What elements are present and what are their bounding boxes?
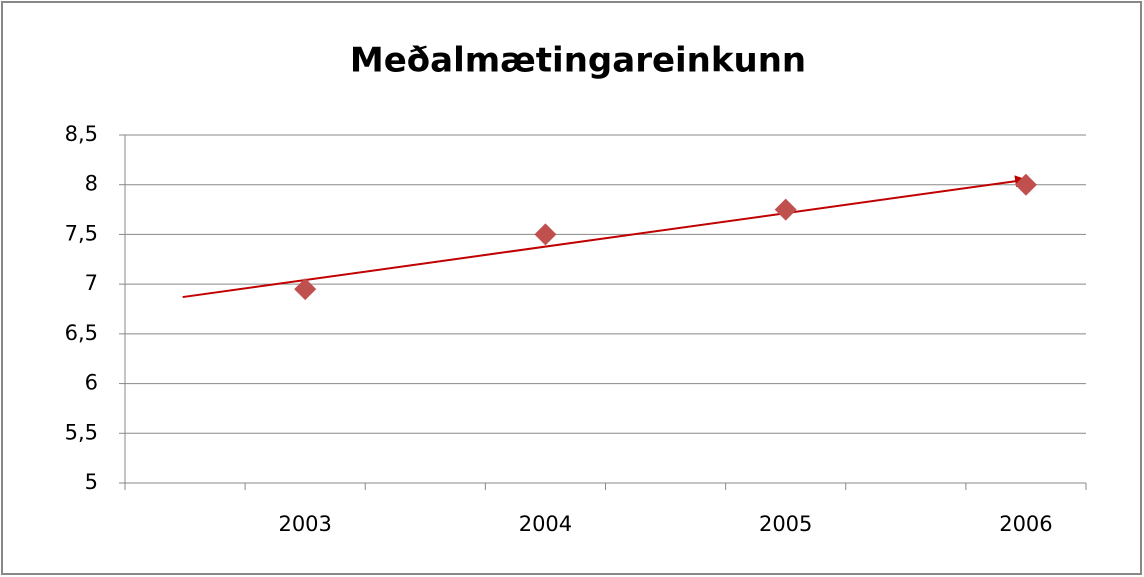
y-tick-label: 5,5 bbox=[65, 420, 98, 444]
y-tick-label: 8 bbox=[85, 172, 98, 196]
y-tick-label: 6 bbox=[85, 371, 98, 395]
y-tick-label: 8,5 bbox=[65, 122, 98, 146]
x-tick-label: 2003 bbox=[278, 512, 331, 536]
data-point bbox=[294, 278, 317, 301]
y-tick-label: 6,5 bbox=[65, 321, 98, 345]
y-tick-label: 7 bbox=[85, 271, 98, 295]
y-tick-label: 5 bbox=[85, 470, 98, 494]
trendline bbox=[182, 175, 1028, 299]
x-tick-label: 2004 bbox=[519, 512, 572, 536]
x-tick-label: 2006 bbox=[999, 512, 1052, 536]
x-tick-label: 2005 bbox=[759, 512, 812, 536]
chart-title: Meðalmætingareinkunn bbox=[350, 41, 806, 81]
data-point bbox=[774, 198, 797, 221]
data-point bbox=[1014, 173, 1037, 196]
data-point bbox=[534, 223, 557, 246]
y-tick-label: 7,5 bbox=[65, 221, 98, 245]
